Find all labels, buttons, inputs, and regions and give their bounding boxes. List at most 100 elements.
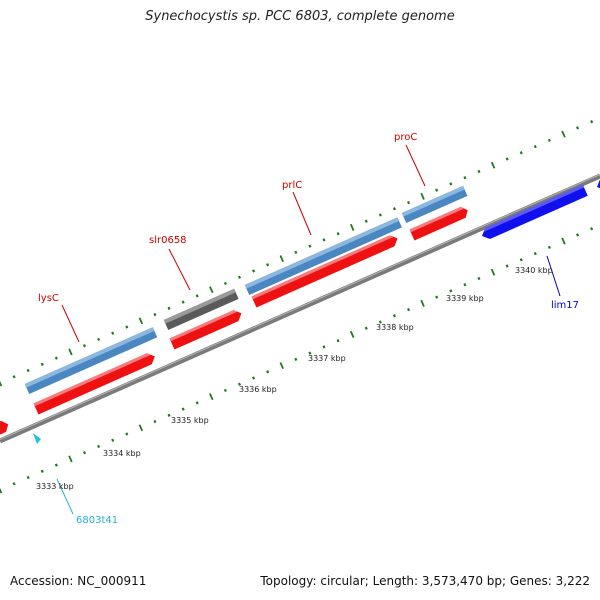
scale-label: 3339 kbp xyxy=(446,294,484,303)
scale-tick xyxy=(237,275,242,279)
scale-tick xyxy=(266,370,270,374)
scale-tick xyxy=(167,413,171,417)
scale-tick xyxy=(26,368,30,373)
leader-line-lim17 xyxy=(546,255,561,297)
scale-tick xyxy=(392,207,396,211)
scale-tick xyxy=(519,151,523,155)
scale-tick xyxy=(266,263,270,267)
scale-tick xyxy=(0,380,3,387)
scale-label: 3338 kbp xyxy=(376,323,414,332)
gene-label-slr0658[interactable]: slr0658 xyxy=(149,235,187,246)
scale-tick xyxy=(435,295,439,299)
scale-label: 3337 kbp xyxy=(308,354,346,363)
scale-tick xyxy=(533,251,537,256)
scale-tick xyxy=(435,188,439,192)
scale-tick xyxy=(40,469,44,473)
gene-leader-lines xyxy=(56,144,561,515)
gene-label-6803t41[interactable]: 6803t41 xyxy=(76,515,118,526)
gene-label-lysc[interactable]: lysC xyxy=(38,293,59,304)
scale-tick xyxy=(138,424,144,432)
cds-arrow-lysc[interactable] xyxy=(33,351,158,415)
scale-tick xyxy=(463,176,467,180)
gene-label-prlc[interactable]: prlC xyxy=(282,180,302,191)
scale-tick xyxy=(336,232,340,236)
cds-arrow-partial[interactable] xyxy=(0,419,11,442)
scale-label: 3334 kbp xyxy=(103,449,141,458)
scale-tick xyxy=(252,269,256,273)
scale-labels: 3333 kbp 3334 kbp 3335 kbp 3336 kbp 3337… xyxy=(36,266,553,491)
scale-tick xyxy=(12,375,16,379)
cds-arrow-slr0658[interactable] xyxy=(169,308,244,350)
scale-tick xyxy=(252,376,256,380)
gene-bar-lysc[interactable] xyxy=(24,327,158,395)
outer-tick-ring xyxy=(0,120,594,387)
scale-tick xyxy=(97,444,101,449)
page-title: Synechocystis sp. PCC 6803, complete gen… xyxy=(145,9,455,24)
cds-arrow-lim17[interactable] xyxy=(480,184,588,242)
gene-bar-proc[interactable] xyxy=(401,185,468,224)
scale-tick xyxy=(378,213,382,217)
scale-tick xyxy=(364,326,368,330)
scale-tick xyxy=(590,227,594,231)
scale-tick xyxy=(490,161,496,169)
scale-tick xyxy=(138,317,144,325)
scale-tick xyxy=(322,345,326,349)
scale-tick xyxy=(0,487,3,494)
scale-tick xyxy=(505,264,509,268)
scale-tick xyxy=(279,255,284,263)
scale-tick xyxy=(209,286,214,294)
scale-tick xyxy=(82,344,87,348)
scale-tick xyxy=(12,482,16,486)
scale-tick xyxy=(349,223,355,231)
leader-line-prlc xyxy=(292,191,312,236)
genome-backbone xyxy=(0,173,600,444)
scale-tick xyxy=(68,348,73,356)
scale-tick xyxy=(407,307,411,312)
scale-tick xyxy=(449,289,453,293)
scale-tick xyxy=(153,419,157,424)
scale-tick xyxy=(223,281,227,286)
inner-tick-ring xyxy=(0,227,594,494)
cds-arrow-prlc[interactable] xyxy=(251,233,400,308)
scale-tick xyxy=(97,337,101,342)
scale-tick xyxy=(364,219,368,223)
gene-label-proc[interactable]: proC xyxy=(394,132,417,143)
scale-label: 3333 kbp xyxy=(36,482,74,491)
scale-tick xyxy=(195,294,199,298)
scale-tick xyxy=(223,388,227,393)
scale-label: 3336 kbp xyxy=(239,385,277,394)
scale-tick xyxy=(547,245,551,249)
scale-tick xyxy=(533,144,537,149)
scale-tick xyxy=(463,283,467,287)
leader-line-lysc xyxy=(61,304,80,343)
leader-line-6803t41 xyxy=(56,478,74,515)
scale-tick xyxy=(294,357,298,361)
scale-tick xyxy=(181,300,185,304)
scale-tick xyxy=(195,401,199,405)
scale-tick xyxy=(407,200,411,205)
cds-arrow-proc[interactable] xyxy=(409,205,471,241)
scale-tick xyxy=(111,438,115,442)
scale-tick xyxy=(505,157,509,161)
scale-tick xyxy=(294,250,298,254)
genome-summary-text: Topology: circular; Length: 3,573,470 bp… xyxy=(260,574,590,588)
scale-tick xyxy=(26,475,30,480)
gene-bar-slr0658[interactable] xyxy=(163,288,239,331)
scale-tick xyxy=(167,306,171,310)
scale-tick xyxy=(111,331,115,335)
leader-line-slr0658 xyxy=(168,248,191,291)
gene-bar-prlc[interactable] xyxy=(244,217,402,296)
scale-tick xyxy=(279,362,284,370)
scale-tick xyxy=(590,120,594,124)
scale-tick xyxy=(477,276,481,281)
scale-tick xyxy=(209,393,214,401)
scale-tick xyxy=(378,320,382,324)
trna-marker-6803t41[interactable] xyxy=(33,433,41,444)
scale-tick xyxy=(392,314,396,318)
scale-tick xyxy=(490,268,496,276)
scale-tick xyxy=(576,233,580,237)
scale-tick xyxy=(40,362,44,366)
gene-label-lim17[interactable]: lim17 xyxy=(551,300,579,311)
scale-tick xyxy=(54,356,58,360)
